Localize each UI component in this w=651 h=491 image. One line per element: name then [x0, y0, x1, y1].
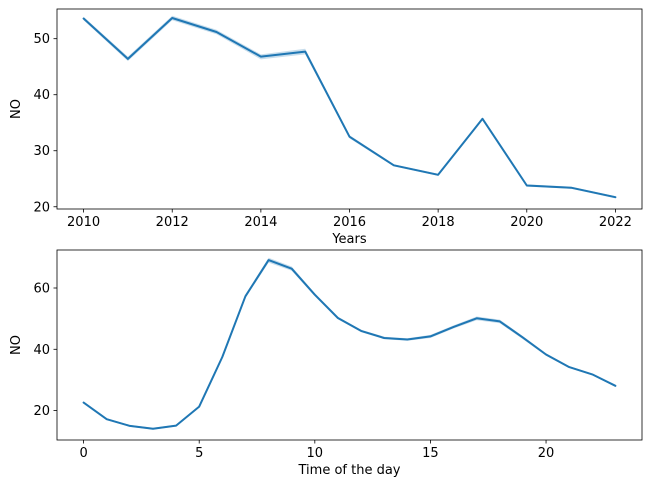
data-point — [82, 401, 86, 405]
data-point — [382, 336, 386, 340]
plot-area — [82, 15, 617, 199]
data-point — [436, 173, 440, 177]
data-point — [243, 294, 247, 298]
data-point — [220, 355, 224, 359]
data-point — [128, 424, 132, 428]
chart-time-of-day: 0 5 10 15 20 20 40 60 Time of the day NO — [9, 249, 643, 478]
data-point — [613, 195, 617, 199]
y-tick-label: 20 — [33, 404, 50, 419]
data-point — [215, 30, 219, 34]
x-tick-label: 2010 — [67, 215, 100, 230]
x-tick-label: 15 — [422, 446, 439, 461]
data-point — [428, 334, 432, 338]
data-point — [105, 417, 109, 421]
data-point — [498, 319, 502, 323]
data-point — [475, 316, 479, 320]
data-point — [481, 117, 485, 121]
x-axis-label: Years — [331, 232, 367, 247]
data-point — [613, 384, 617, 388]
x-axis-label: Time of the day — [298, 463, 401, 478]
x-tick-label: 2018 — [422, 215, 455, 230]
data-point — [290, 267, 294, 271]
x-tick-label: 2020 — [510, 215, 543, 230]
y-tick-label: 40 — [33, 88, 50, 103]
axis-ticks: 0 5 10 15 20 20 40 60 — [33, 282, 554, 462]
data-point — [405, 338, 409, 342]
data-point — [569, 186, 573, 190]
x-tick-label: 0 — [79, 446, 87, 461]
data-point — [392, 163, 396, 167]
y-tick-label: 50 — [33, 32, 50, 47]
data-point — [521, 336, 525, 340]
data-point — [126, 57, 130, 61]
data-point — [348, 135, 352, 139]
x-tick-label: 5 — [195, 446, 203, 461]
data-point — [303, 50, 307, 54]
data-point — [259, 55, 263, 59]
series-line — [82, 259, 617, 430]
plot-frame — [56, 249, 643, 441]
data-point — [151, 427, 155, 431]
x-tick-label: 20 — [538, 446, 555, 461]
data-point — [359, 329, 363, 333]
y-tick-label: 30 — [33, 144, 50, 159]
x-tick-label: 10 — [307, 446, 324, 461]
x-tick-label: 2022 — [599, 215, 632, 230]
data-point — [452, 325, 456, 329]
data-point — [525, 184, 529, 188]
y-tick-label: 40 — [33, 343, 50, 358]
y-axis-label: NO — [9, 335, 24, 355]
data-point — [336, 316, 340, 320]
y-tick-label: 60 — [33, 282, 50, 297]
data-point — [267, 258, 271, 262]
data-point — [313, 293, 317, 297]
data-point — [170, 16, 174, 20]
data-point — [544, 353, 548, 357]
data-point — [174, 424, 178, 428]
y-axis-label: NO — [9, 99, 24, 119]
data-point — [590, 372, 594, 376]
axis-ticks: 2010 2012 2014 2016 2018 2020 2022 20 30 40 50 — [33, 32, 632, 230]
x-tick-label: 2012 — [156, 215, 189, 230]
chart-years: 2010 2012 2014 2016 2018 2020 2022 20 30 40 50 Yea… — [9, 8, 643, 247]
data-point — [567, 365, 571, 369]
plot-area — [82, 257, 617, 431]
data-point — [82, 17, 86, 21]
y-tick-label: 20 — [33, 200, 50, 215]
x-tick-label: 2016 — [333, 215, 366, 230]
series-line — [82, 17, 617, 199]
data-point — [197, 405, 201, 409]
x-tick-label: 2014 — [244, 215, 277, 230]
